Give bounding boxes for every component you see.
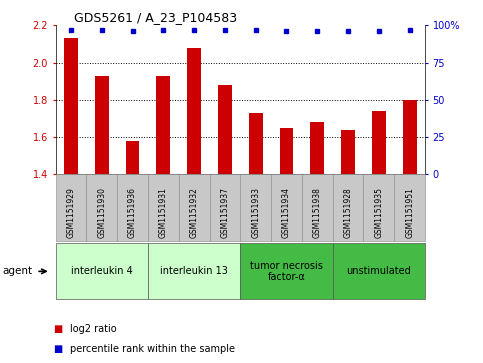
Text: ■: ■ bbox=[53, 323, 62, 334]
Text: GSM1151938: GSM1151938 bbox=[313, 187, 322, 238]
Bar bbox=[126, 141, 140, 174]
Bar bbox=[311, 122, 324, 174]
Text: GSM1151928: GSM1151928 bbox=[343, 187, 353, 238]
Bar bbox=[218, 85, 232, 174]
Text: GSM1151933: GSM1151933 bbox=[251, 187, 260, 238]
Bar bbox=[341, 130, 355, 174]
Text: GSM1151937: GSM1151937 bbox=[220, 187, 229, 238]
Text: tumor necrosis
factor-α: tumor necrosis factor-α bbox=[250, 261, 323, 282]
Text: unstimulated: unstimulated bbox=[346, 266, 411, 276]
Text: ■: ■ bbox=[53, 344, 62, 354]
Text: GSM1151932: GSM1151932 bbox=[190, 187, 199, 238]
Text: GSM1151935: GSM1151935 bbox=[374, 187, 384, 238]
Text: log2 ratio: log2 ratio bbox=[70, 323, 117, 334]
Bar bbox=[187, 48, 201, 174]
Bar bbox=[280, 128, 293, 174]
Text: GSM1151930: GSM1151930 bbox=[97, 187, 106, 238]
Text: agent: agent bbox=[2, 266, 32, 276]
Text: interleukin 4: interleukin 4 bbox=[71, 266, 133, 276]
Text: GSM1151951: GSM1151951 bbox=[405, 187, 414, 238]
Bar bbox=[372, 111, 386, 174]
Text: GDS5261 / A_23_P104583: GDS5261 / A_23_P104583 bbox=[74, 11, 237, 24]
Bar bbox=[403, 100, 416, 174]
Bar bbox=[249, 113, 263, 174]
Bar bbox=[156, 76, 170, 174]
Text: GSM1151931: GSM1151931 bbox=[159, 187, 168, 238]
Text: GSM1151929: GSM1151929 bbox=[67, 187, 75, 238]
Text: GSM1151934: GSM1151934 bbox=[282, 187, 291, 238]
Bar bbox=[64, 38, 78, 174]
Bar bbox=[95, 76, 109, 174]
Text: GSM1151936: GSM1151936 bbox=[128, 187, 137, 238]
Text: percentile rank within the sample: percentile rank within the sample bbox=[70, 344, 235, 354]
Text: interleukin 13: interleukin 13 bbox=[160, 266, 228, 276]
